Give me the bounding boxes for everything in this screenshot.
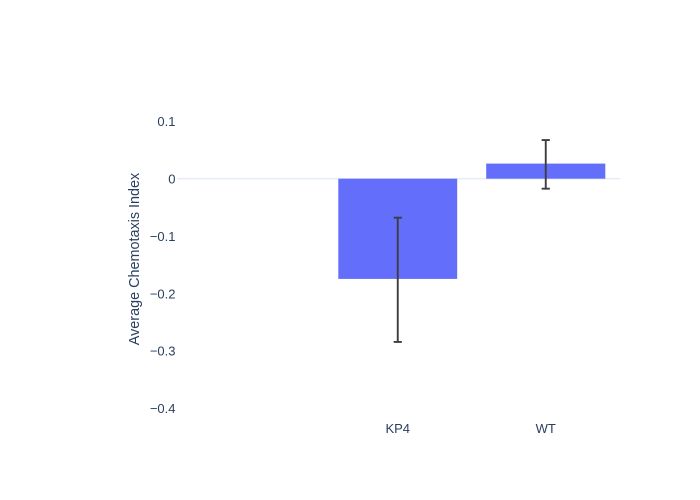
svg-text:0.1: 0.1 (157, 114, 175, 129)
svg-text:−0.2: −0.2 (150, 286, 176, 301)
svg-text:−0.1: −0.1 (150, 229, 176, 244)
svg-text:KP4: KP4 (385, 421, 410, 436)
svg-text:Average Chemotaxis Index: Average Chemotaxis Index (127, 172, 143, 345)
svg-text:WT: WT (536, 421, 556, 436)
svg-text:−0.3: −0.3 (150, 344, 176, 359)
svg-text:0: 0 (168, 172, 175, 187)
svg-text:−0.4: −0.4 (150, 401, 176, 416)
